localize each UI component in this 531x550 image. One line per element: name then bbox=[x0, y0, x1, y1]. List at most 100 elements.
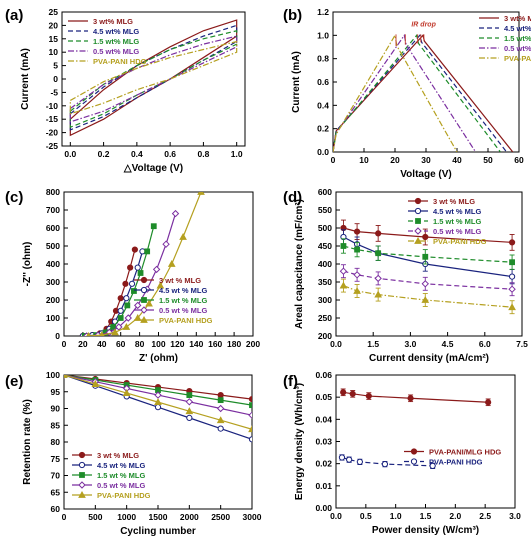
y-tick-label: 800 bbox=[46, 187, 60, 197]
data-point bbox=[340, 389, 347, 396]
x-tick-label: 2.0 bbox=[449, 511, 461, 521]
series-1 bbox=[333, 34, 514, 152]
legend-label: 3 wt % MLG bbox=[159, 276, 201, 285]
x-tick-label: 1000 bbox=[117, 512, 136, 522]
legend-label: 4.5 wt % MLG bbox=[159, 286, 208, 295]
y-tick-label: 0 bbox=[55, 331, 60, 341]
series-2 bbox=[333, 34, 508, 152]
data-point bbox=[353, 286, 361, 294]
data-point bbox=[185, 398, 194, 406]
data-point bbox=[91, 380, 100, 387]
data-point bbox=[78, 481, 86, 489]
series-2 bbox=[338, 454, 436, 469]
series-5 bbox=[86, 192, 205, 336]
panel-label: (a) bbox=[5, 7, 23, 24]
y-axis-label: Current (mA) bbox=[291, 51, 302, 113]
x-tick-label: 120 bbox=[170, 339, 184, 349]
series-line bbox=[343, 270, 513, 290]
data-point bbox=[152, 265, 161, 274]
data-point bbox=[248, 425, 252, 433]
chart-panel-2: (b) 0 10 20 30 40 50 60 0.0 0.2 0.4 0.6 0.8 1.0 1.2 Vol… bbox=[283, 7, 531, 180]
data-point bbox=[144, 248, 151, 255]
y-tick-label: -15 bbox=[46, 114, 59, 124]
y-axis-label: Energy density (Wh/cm³) bbox=[294, 383, 305, 500]
y-tick-label: -20 bbox=[46, 128, 59, 138]
y-axis-label: Current (mA) bbox=[20, 48, 31, 110]
panel-label: (c) bbox=[5, 189, 23, 206]
x-tick-label: 1.5 bbox=[367, 339, 379, 349]
data-point bbox=[86, 331, 91, 336]
data-point bbox=[186, 392, 193, 399]
chart-panel-6: (f) 0.0 0.5 1.0 1.5 2.0 2.5 3.0 0.00 0.01 0.02 0.03… bbox=[283, 370, 521, 536]
data-point bbox=[346, 456, 353, 463]
data-point bbox=[117, 315, 124, 321]
data-point bbox=[154, 398, 162, 406]
data-point bbox=[171, 209, 180, 218]
data-point bbox=[140, 315, 148, 323]
series-line bbox=[333, 34, 514, 152]
data-point bbox=[78, 451, 86, 459]
series-5 bbox=[339, 278, 516, 315]
x-tick-label: 0.6 bbox=[164, 149, 176, 159]
data-point bbox=[410, 458, 418, 465]
series-5 bbox=[333, 33, 458, 152]
legend-label: 0.5 wt % MLG bbox=[97, 481, 146, 490]
x-tick-label: 4.5 bbox=[442, 339, 454, 349]
legend-label: PVA-PANI HDG bbox=[504, 54, 531, 63]
data-point bbox=[64, 375, 68, 378]
plot-area bbox=[339, 219, 516, 315]
panel-label: (b) bbox=[283, 7, 302, 24]
data-point bbox=[145, 299, 153, 307]
x-tick-label: 2000 bbox=[180, 512, 199, 522]
legend-label: 1.5 wt % MLG bbox=[159, 296, 208, 305]
data-point bbox=[140, 286, 148, 294]
data-point bbox=[186, 414, 193, 421]
y-axis-label: Retention rate (%) bbox=[22, 399, 33, 485]
x-tick-label: 60 bbox=[116, 339, 126, 349]
series-1 bbox=[340, 219, 516, 251]
data-point bbox=[154, 404, 162, 411]
data-point bbox=[79, 472, 85, 478]
series-line bbox=[343, 391, 489, 403]
x-tick-label: 7.5 bbox=[516, 339, 528, 349]
x-tick-label: 20 bbox=[78, 339, 88, 349]
y-tick-label: 100 bbox=[46, 313, 60, 323]
data-point bbox=[374, 274, 382, 283]
data-point bbox=[509, 259, 515, 266]
y-tick-label: 0.2 bbox=[317, 124, 329, 134]
data-point bbox=[156, 281, 165, 289]
x-tick-label: 50 bbox=[483, 155, 493, 165]
x-tick-label: 3000 bbox=[243, 512, 262, 522]
legend-label: 3 wt% MLG bbox=[93, 17, 133, 26]
legend-label: 4.5 wt% MLG bbox=[93, 27, 139, 36]
y-tick-label: 600 bbox=[318, 187, 332, 197]
series-3 bbox=[69, 29, 238, 129]
data-point bbox=[78, 490, 86, 498]
y-tick-label: 20 bbox=[49, 20, 59, 30]
legend-label: PVA-PANI HDG bbox=[159, 316, 213, 325]
data-point bbox=[353, 271, 361, 279]
data-point bbox=[117, 295, 124, 302]
y-tick-label: 15 bbox=[49, 34, 59, 44]
data-point bbox=[78, 461, 86, 469]
y-tick-label: 90 bbox=[51, 404, 61, 414]
x-tick-label: 1.0 bbox=[390, 511, 402, 521]
data-point bbox=[414, 236, 422, 244]
series-4 bbox=[82, 209, 180, 336]
data-point bbox=[338, 454, 346, 461]
data-point bbox=[123, 295, 130, 302]
data-point bbox=[122, 389, 131, 396]
data-point bbox=[134, 301, 142, 310]
x-tick-label: 200 bbox=[246, 339, 260, 349]
plot-area bbox=[333, 33, 514, 152]
series-5 bbox=[69, 40, 238, 115]
y-tick-label: 70 bbox=[51, 471, 61, 481]
x-axis-label: △Voltage (V) bbox=[123, 163, 183, 174]
y-tick-label: 200 bbox=[318, 331, 332, 341]
y-tick-label: 1.2 bbox=[317, 7, 329, 17]
x-tick-label: 80 bbox=[135, 339, 145, 349]
series-line bbox=[86, 213, 177, 336]
legend-label: PVA-PANI HDG bbox=[433, 237, 487, 246]
data-point bbox=[375, 250, 382, 257]
